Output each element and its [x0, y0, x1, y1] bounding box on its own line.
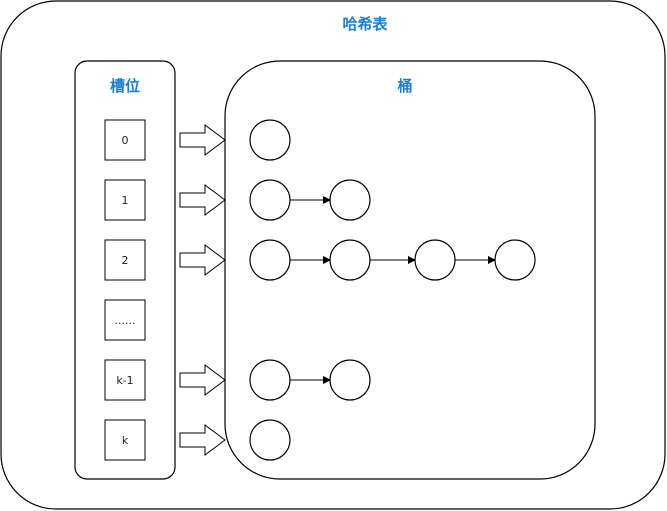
- slot-to-bucket-arrow: [179, 184, 226, 216]
- slot-to-bucket-arrow: [179, 124, 226, 156]
- slot-box: [104, 119, 146, 161]
- slot-label: k-1: [116, 374, 133, 387]
- slot-label: ......: [115, 314, 136, 327]
- slot-rows: 0 1 2...... k-1 k: [104, 119, 536, 461]
- bucket-node: [494, 239, 536, 281]
- bucket-node: [414, 239, 456, 281]
- bucket-node: [329, 179, 371, 221]
- slot-box: [104, 179, 146, 221]
- slot-label: 2: [122, 254, 129, 267]
- slot-to-bucket-arrow: [179, 244, 226, 276]
- bucket-node: [249, 119, 291, 161]
- slot-box: [104, 359, 146, 401]
- slot-label: 0: [122, 134, 129, 147]
- slot-box: [104, 239, 146, 281]
- slots-panel-title: 槽位: [110, 77, 140, 95]
- slot-label: k: [122, 434, 129, 447]
- bucket-node: [329, 239, 371, 281]
- bucket-node: [249, 179, 291, 221]
- bucket-node: [249, 239, 291, 281]
- slot-label: 1: [122, 194, 129, 207]
- slot-box: [104, 419, 146, 461]
- hash-table-title: 哈希表: [342, 15, 388, 33]
- slot-box: [104, 299, 146, 341]
- bucket-node: [249, 359, 291, 401]
- bucket-node: [329, 359, 371, 401]
- slot-to-bucket-arrow: [179, 424, 226, 456]
- slot-to-bucket-arrow: [179, 364, 226, 396]
- buckets-panel: [224, 60, 596, 480]
- buckets-panel-title: 桶: [397, 77, 412, 95]
- bucket-node: [249, 419, 291, 461]
